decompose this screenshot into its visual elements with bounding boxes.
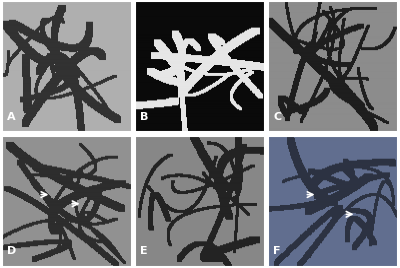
Text: F: F xyxy=(273,246,281,256)
Text: D: D xyxy=(7,246,16,256)
Text: C: C xyxy=(273,112,282,122)
Text: B: B xyxy=(140,112,149,122)
Text: E: E xyxy=(140,246,148,256)
Text: A: A xyxy=(7,112,16,122)
